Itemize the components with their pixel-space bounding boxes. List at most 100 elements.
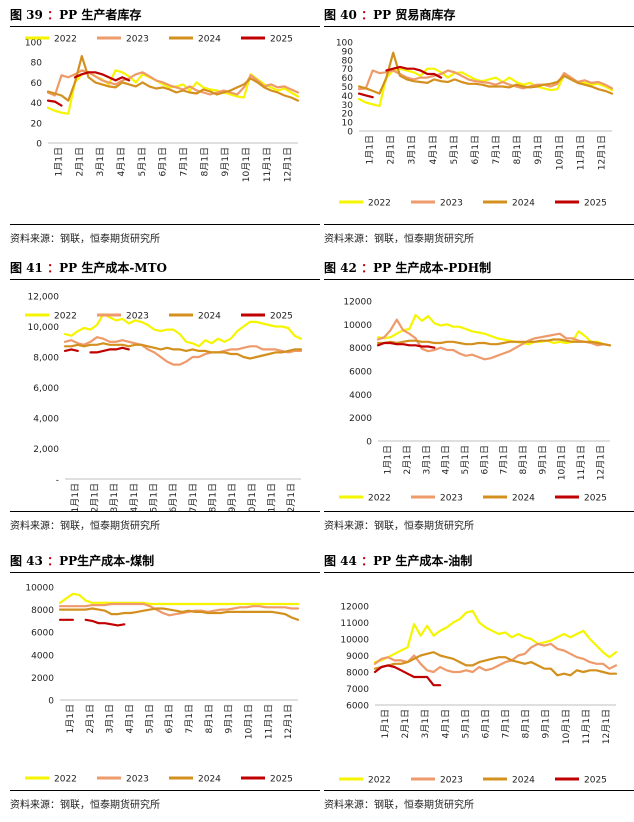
x-tick-label: 12月1日 [601,709,612,744]
x-tick-label: 2月1日 [85,704,96,733]
chart-panel-42: 图 42 ：PP 生产成本-PDH制 12000 10000 8000 6000 400… [324,255,634,535]
chart-svg: 12000 11000 10000 9000 8000 7000 6000 1月1日 2月1日 3… [339,603,618,786]
x-tick-label: 8月1日 [208,483,219,511]
source-rule [10,224,320,225]
source-note: 资料来源：钢联，恒泰期货研究所 [324,800,474,811]
y-tick-label: 12,000 [28,293,60,303]
x-tick-label: 3月1日 [109,483,120,511]
legend-label-2025: 2025 [584,494,607,504]
source-note: 资料来源：钢联，恒泰期货研究所 [10,521,160,532]
series-line-2023 [58,602,300,617]
series-line-2025 [60,620,137,626]
legend-label-2022: 2022 [54,775,77,785]
x-tick-label: 6月1日 [168,483,179,511]
source-rule [10,511,320,512]
x-tick-label: 2月1日 [400,709,411,738]
legend-label-2025: 2025 [270,775,293,785]
legend-label-2023: 2023 [126,775,149,785]
x-tick-label: 1月1日 [70,483,81,511]
series-line-2022 [58,592,300,606]
y-tick-label: 12000 [343,298,372,308]
legend-label-2023: 2023 [126,35,149,45]
x-tick-label: 6月1日 [479,445,490,474]
y-tick-label: 12000 [340,603,369,613]
x-tick-label: 10月1日 [557,445,568,480]
x-tick-label: 12月1日 [283,147,294,182]
x-tick-label: 1月1日 [65,704,76,733]
x-tick-label: 1月1日 [365,135,376,164]
x-tick-label: 3月1日 [407,135,418,164]
y-tick-label: 4000 [349,391,372,401]
legend-label-2022: 2022 [54,35,77,45]
x-tick-label: 5月1日 [149,483,160,511]
y-tick-label: 8000 [349,344,372,354]
x-tick-label: 5月1日 [460,445,471,474]
source-note: 资料来源：钢联，恒泰期货研究所 [10,800,160,811]
x-tick-label: 7月1日 [499,445,510,474]
source-note: 资料来源：钢联，恒泰期货研究所 [324,521,474,532]
series-line-2023 [376,318,612,361]
chart-title: 图 41 ：PP 生产成本-MTO [10,261,167,275]
chart-svg: 12,000 10,000 8,000 6,000 4,000 2,000 - 1月1日 2月1… [25,293,303,511]
x-tick-label: 5月1日 [144,704,155,733]
y-tick-label: 2000 [31,674,54,684]
x-tick-label: 3月1日 [95,147,106,176]
x-tick-label: 1月1日 [380,709,391,738]
chart-title: 图 39 ：PP 生产者库存 [10,8,142,22]
legend-label-2022: 2022 [54,312,77,322]
chart-title: 图 40 ：PP 贸易商库存 [324,8,456,22]
title-rule [324,572,634,573]
legend-label-2025: 2025 [270,312,293,322]
x-tick-label: 12月1日 [286,483,297,511]
legend-label-2024: 2024 [512,776,535,786]
x-tick-label: 8月1日 [518,445,529,474]
x-tick-label: 3月1日 [420,709,431,738]
x-tick-label: 5月1日 [137,147,148,176]
y-tick-label: 2,000 [33,445,59,455]
x-tick-label: 8月1日 [204,704,215,733]
series-line-2024 [357,51,614,95]
title-rule [324,26,634,27]
legend-label-2024: 2024 [512,199,535,209]
x-tick-label: 6月1日 [470,135,481,164]
series-line-2025 [357,65,443,99]
legend-label-2025: 2025 [270,35,293,45]
y-tick-label: 40 [342,92,354,102]
title-rule [324,279,634,280]
series-line-2023 [63,336,303,366]
series-line-2025 [65,348,142,353]
x-tick-label: 3月1日 [421,445,432,474]
y-tick-label: 4,000 [33,415,59,425]
title-rule [10,26,320,27]
y-tick-label: 8000 [346,669,369,679]
x-tick-label: 4月1日 [441,445,452,474]
legend-label-2025: 2025 [584,776,607,786]
chart-title: 图 43 ：PP生产成本-煤制 [10,554,155,568]
y-tick-label: 10000 [340,636,369,646]
y-tick-label: 20 [342,110,354,120]
x-tick-label: 7月1日 [491,135,502,164]
source-rule [10,790,320,791]
x-tick-label: 9月1日 [533,135,544,164]
legend-label-2024: 2024 [198,775,221,785]
chart-panel-44: 图 44 ：PP 生产成本-油制 12000 11000 10000 9000 8000… [324,550,634,822]
x-tick-label: 9月1日 [220,147,231,176]
chart-title: 图 44 ：PP 生产成本-油制 [324,554,473,568]
y-tick-label: 10000 [343,321,372,331]
legend-label-2023: 2023 [126,312,149,322]
x-tick-label: 11月1日 [576,445,587,480]
series-line-2025 [46,71,131,107]
legend-label-2022: 2022 [368,199,391,209]
chart-panel-40: 图 40 ：PP 贸易商库存 100 90 80 70 60 50 40 30 20 10 0 1月1… [324,0,634,250]
y-tick-label: 2000 [349,414,372,424]
y-tick-label: 100 [25,39,42,49]
x-tick-label: 11月1日 [581,709,592,744]
y-tick-label: 50 [342,83,354,93]
y-tick-label: 30 [342,101,354,111]
x-tick-label: 8月1日 [521,709,532,738]
x-tick-label: 8月1日 [512,135,523,164]
x-tick-label: 10月1日 [554,135,565,170]
y-tick-label: 10 [342,119,354,129]
x-tick-label: 11月1日 [263,704,274,739]
y-tick-label: 40 [31,99,43,109]
